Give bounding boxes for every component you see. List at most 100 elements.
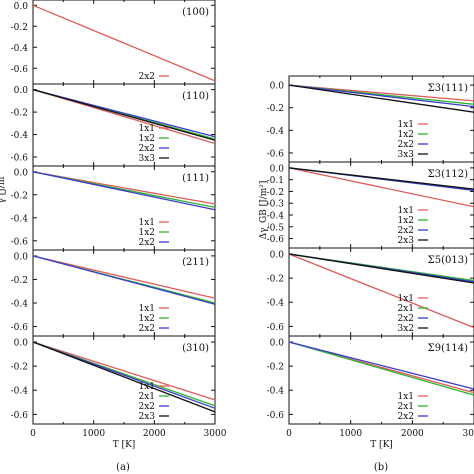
y-tick-label: -0.6 bbox=[11, 154, 29, 164]
legend-label: 2x2 bbox=[138, 402, 155, 412]
series-line-2x2 bbox=[32, 255, 216, 305]
x-tick-label: 1000 bbox=[339, 429, 362, 439]
caption-a: (a) bbox=[116, 462, 130, 473]
legend-label: 1x1 bbox=[138, 382, 155, 392]
y-tick-label: -0.6 bbox=[11, 323, 29, 333]
y-tick-label: -0.2 bbox=[267, 188, 284, 198]
y-axis-label-a: γ [J/m bbox=[0, 176, 7, 203]
series-line-2x3 bbox=[32, 341, 216, 413]
y-tick-label: -0.2 bbox=[11, 23, 28, 33]
legend-label: 3x2 bbox=[397, 324, 414, 334]
x-tick-label: 0 bbox=[30, 429, 36, 439]
legend-label: 2x3 bbox=[138, 412, 155, 422]
y-tick-label: -0.4 bbox=[11, 214, 29, 224]
series-line-1x1 bbox=[288, 253, 474, 329]
panel-label: (211) bbox=[182, 257, 209, 268]
y-tick-label: -0.4 bbox=[11, 44, 29, 54]
series-line-2x2 bbox=[288, 84, 474, 108]
legend-label: 1x1 bbox=[397, 206, 414, 216]
legend-label: 2x2 bbox=[397, 140, 414, 150]
panel-label: (110) bbox=[182, 91, 209, 102]
panel-label: Σ5(013) bbox=[428, 255, 468, 266]
x-tick-label: 2000 bbox=[401, 429, 424, 439]
legend-label: 2x2 bbox=[397, 412, 414, 422]
series-line-2x2 bbox=[32, 4, 216, 82]
y-tick-label: -0.2 bbox=[267, 104, 284, 114]
y-tick-label: 0.0 bbox=[14, 339, 29, 349]
series-line-3x3 bbox=[288, 84, 474, 113]
panel-label: (111) bbox=[182, 173, 209, 184]
y-tick-label: -0.2 bbox=[11, 363, 28, 373]
legend-label: 2x1 bbox=[397, 402, 414, 412]
legend-label: 1x1 bbox=[138, 304, 155, 314]
y-tick-label: -0.6 bbox=[11, 237, 29, 247]
y-tick-label: -0.2 bbox=[267, 275, 284, 285]
y-tick-label: -0.6 bbox=[267, 411, 285, 421]
legend-label: 1x1 bbox=[397, 294, 414, 304]
legend-label: 1x2 bbox=[138, 228, 155, 238]
legend-label: 1x1 bbox=[397, 120, 414, 130]
legend-label: 1x1 bbox=[138, 124, 155, 134]
x-tick-label: 3000 bbox=[204, 429, 227, 439]
x-tick-label: 1000 bbox=[82, 429, 105, 439]
y-tick-label: -0.5 bbox=[267, 223, 285, 233]
legend-label: 3x3 bbox=[138, 154, 155, 164]
y-tick-label: -0.6 bbox=[11, 65, 29, 75]
y-tick-label: -0.4 bbox=[11, 300, 29, 310]
series-line-2x3 bbox=[288, 167, 474, 190]
panel-a-5: 0.0 -0.2 -0.4 -0.60 1000 2000 3000 T [K] (310) 1x… bbox=[11, 335, 227, 450]
y-tick-label: 0.0 bbox=[270, 164, 285, 174]
x-tick-label: 3000 bbox=[463, 429, 474, 439]
legend-label: 2x2 bbox=[138, 144, 155, 154]
panel-label: Σ3(112) bbox=[428, 169, 468, 180]
series-line-3x3 bbox=[32, 88, 216, 141]
y-tick-label: 0.0 bbox=[270, 82, 285, 92]
y-tick-label: -0.4 bbox=[11, 131, 29, 141]
legend-label: 1x2 bbox=[138, 314, 155, 324]
y-tick-label: -0.2 bbox=[11, 191, 28, 201]
y-tick-label: 0.0 bbox=[14, 2, 29, 12]
y-tick-label: -0.2 bbox=[267, 363, 284, 373]
panel-b-4: 0.0 -0.2 -0.4 -0.60 1000 2000 3000 T [K] Σ9(114)… bbox=[267, 335, 474, 450]
panel-label: (310) bbox=[182, 343, 209, 354]
legend-label: 2x1 bbox=[397, 304, 414, 314]
x-tick-label: 2000 bbox=[143, 429, 166, 439]
y-tick-label: 0.0 bbox=[14, 252, 29, 262]
legend-label: 2x2 bbox=[138, 72, 155, 82]
y-tick-label: -0.4 bbox=[267, 127, 285, 137]
panel-b-2: 0.0 -0.1 -0.2 -0.3 -0.4-0.5 -0.6 Σ3(112) 1x11x2… bbox=[267, 161, 474, 249]
y-tick-label: -0.3 bbox=[267, 200, 285, 210]
legend-label: 2x1 bbox=[138, 392, 155, 402]
y-tick-label: -0.6 bbox=[267, 149, 285, 159]
series-line-3x2 bbox=[288, 253, 474, 284]
x-axis-label: T [K] bbox=[113, 440, 136, 450]
series-line-2x1 bbox=[288, 341, 474, 396]
legend-label: 2x2 bbox=[138, 324, 155, 334]
y-tick-label: -0.6 bbox=[267, 235, 285, 245]
legend-label: 3x3 bbox=[397, 150, 414, 160]
legend-label: 1x2 bbox=[397, 130, 414, 140]
panel-a-1: 0.0 -0.2 -0.4 -0.6 (100) 2x2 bbox=[11, 0, 216, 85]
legend-label: 1x1 bbox=[397, 392, 414, 402]
series-line-2x2 bbox=[32, 171, 216, 211]
series-line-1x1 bbox=[32, 341, 216, 401]
y-tick-label: -0.2 bbox=[11, 276, 28, 286]
y-tick-label: 0.0 bbox=[14, 86, 29, 96]
caption-b: (b) bbox=[374, 462, 388, 473]
legend-label: 1x2 bbox=[397, 216, 414, 226]
y-tick-label: -0.6 bbox=[11, 411, 29, 421]
panel-label: Σ9(114) bbox=[428, 343, 468, 354]
y-tick-label: -0.6 bbox=[267, 323, 285, 333]
series-line-2x2 bbox=[288, 341, 474, 390]
series-line-1x1 bbox=[32, 255, 216, 299]
y-axis-label-b: Δγ_GB [J/m²] bbox=[259, 181, 269, 240]
y-tick-label: -0.4 bbox=[267, 387, 285, 397]
x-axis-label: T [K] bbox=[370, 440, 393, 450]
y-tick-label: 0.0 bbox=[270, 339, 285, 349]
